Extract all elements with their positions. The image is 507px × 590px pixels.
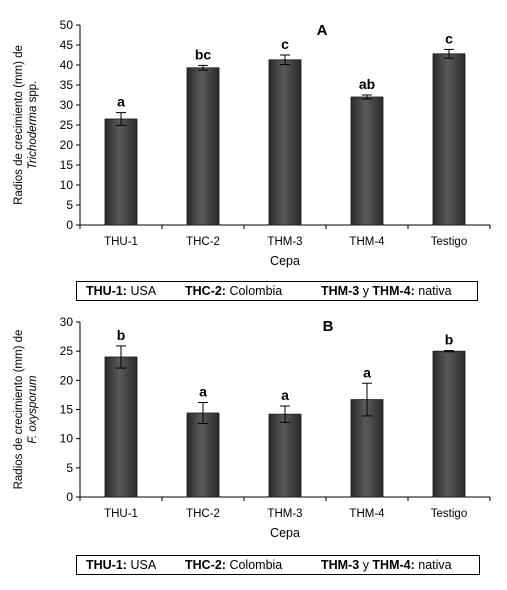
legend-thu-value: USA (130, 284, 157, 298)
y-tick-label: 35 (60, 78, 74, 92)
panel-label: B (323, 318, 334, 335)
legend-thm4-key: THM-4: (372, 284, 415, 298)
y-axis-label-line2: F. oxysporum (27, 375, 39, 444)
significance-letter: b (445, 332, 454, 348)
bar (186, 67, 220, 226)
significance-letter: bc (195, 46, 212, 62)
chart-b: 0 5 10 15 20 25 30 b THU-1 a THC-2 a THM-3 a THM-4 b Tes… (13, 315, 491, 540)
x-tick-label: THM-3 (267, 236, 302, 248)
legend-thu-key: THU-1: (86, 284, 127, 298)
y-tick-label: 45 (60, 38, 74, 52)
legend-thm3-key: THM-3 (321, 284, 360, 298)
y-axis-label-organism: F. oxysporum (27, 375, 39, 444)
x-tick-label: Testigo (431, 508, 467, 520)
y-axis-label-line1: Radios de crecimiento (mm) de (13, 45, 25, 205)
y-tick-label: 20 (60, 373, 74, 387)
chart-a: 0 5 10 15 20 25 30 35 40 45 50 a THU-1 bc THC-2 c THM-3 a… (13, 18, 491, 268)
y-axis-label-suffix: spp. (27, 81, 39, 106)
legend-thc-value: Colombia (229, 558, 283, 572)
bar (432, 53, 466, 226)
legend-b: THU-1: USA THC-2: Colombia THM-3 y THM-4… (76, 555, 480, 575)
significance-letter: b (117, 327, 126, 343)
bar (104, 118, 138, 226)
y-tick-label: 0 (66, 490, 73, 504)
x-tick-label: THC-2 (186, 236, 220, 248)
significance-letter: a (199, 384, 207, 400)
bar (268, 413, 302, 498)
bar (268, 59, 302, 226)
y-axis-label-line2: Trichoderma spp. (27, 81, 39, 170)
significance-letter: c (445, 30, 453, 46)
significance-letter: a (117, 94, 125, 110)
y-tick-label: 10 (60, 432, 74, 446)
legend-thc-value: Colombia (229, 284, 283, 298)
bar (104, 356, 138, 498)
legend-thm3-key: THM-3 (321, 558, 360, 572)
significance-letter: c (281, 36, 289, 52)
legend-a: THU-1: USA THC-2: Colombia THM-3 y THM-4… (76, 281, 478, 301)
y-tick-label: 40 (60, 58, 74, 72)
x-tick-label: Testigo (431, 236, 467, 248)
y-tick-label: 5 (66, 198, 73, 212)
y-tick-label: 25 (60, 344, 74, 358)
y-axis-label: Radios de crecimiento (mm) de Trichoderma… (13, 45, 39, 205)
x-tick-label: THM-4 (349, 508, 385, 520)
y-axis-label-organism: Trichoderma (27, 106, 39, 170)
y-tick-label: 15 (60, 158, 74, 172)
bar (186, 412, 220, 498)
significance-letter: a (363, 364, 371, 380)
y-tick-label: 5 (66, 461, 73, 475)
significance-letter: a (281, 387, 289, 403)
legend-thm-and: y (362, 284, 369, 298)
bar (350, 96, 384, 226)
x-axis-label: Cepa (270, 254, 300, 268)
legend-thm4-key: THM-4: (372, 558, 415, 572)
y-axis-label-line1: Radios de crecimiento (mm) de (13, 330, 25, 490)
y-tick-label: 15 (60, 403, 74, 417)
y-tick-label: 25 (60, 118, 74, 132)
y-tick-label: 50 (60, 18, 74, 32)
x-tick-label: THU-1 (104, 508, 138, 520)
legend-thm-value: nativa (418, 558, 452, 572)
y-tick-label: 10 (60, 178, 74, 192)
bar (432, 350, 466, 498)
panel-label: A (317, 22, 328, 39)
y-tick-label: 20 (60, 138, 74, 152)
significance-letter: ab (359, 76, 375, 92)
x-tick-label: THC-2 (186, 508, 220, 520)
legend-thc-key: THC-2: (185, 558, 226, 572)
legend-thm-and: y (362, 558, 369, 572)
y-tick-label: 0 (66, 218, 73, 232)
y-axis-label: Radios de crecimiento (mm) de F. oxysporu… (13, 330, 39, 490)
legend-thu-key: THU-1: (86, 558, 127, 572)
x-tick-label: THU-1 (104, 236, 138, 248)
x-tick-label: THM-3 (267, 508, 302, 520)
legend-thu-value: USA (130, 558, 157, 572)
legend-thm-value: nativa (418, 284, 452, 298)
x-axis-label: Cepa (270, 526, 300, 540)
y-tick-label: 30 (60, 315, 74, 329)
y-tick-label: 30 (60, 98, 74, 112)
x-tick-label: THM-4 (349, 236, 385, 248)
legend-thc-key: THC-2: (185, 284, 226, 298)
